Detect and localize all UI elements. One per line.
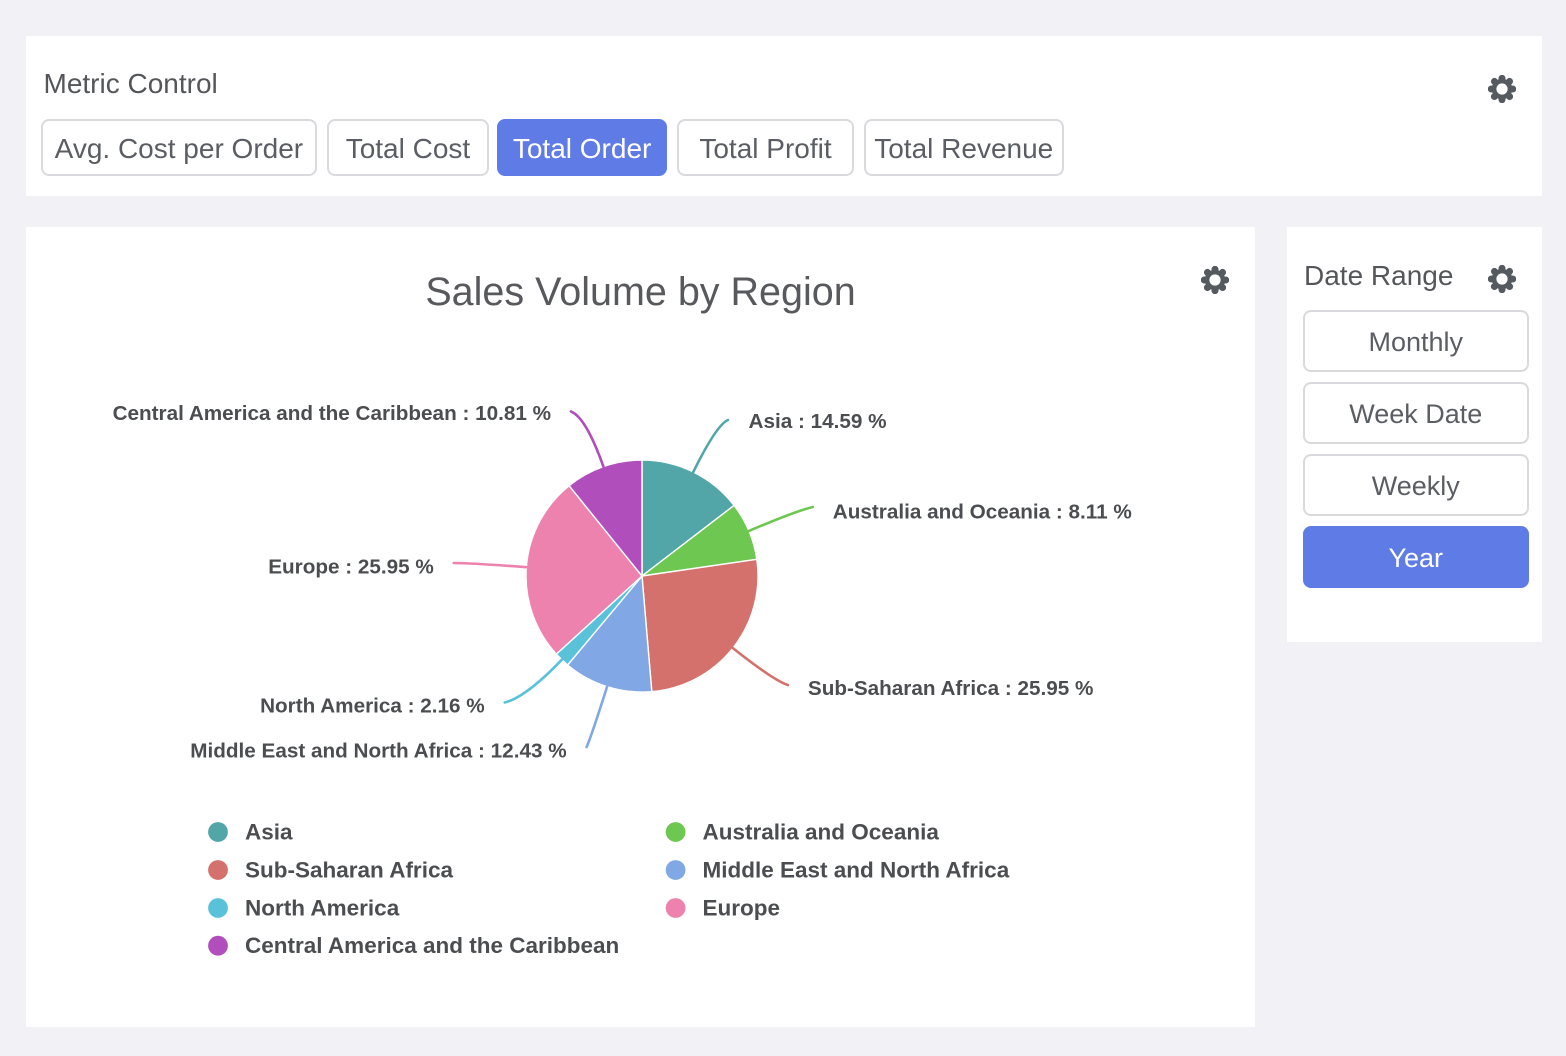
svg-text:Central America and the Caribb: Central America and the Caribbean (245, 933, 619, 958)
svg-text:Central America and the Caribb: Central America and the Caribbean : 10.8… (113, 402, 551, 425)
svg-text:Australia and Oceania : 8.11 %: Australia and Oceania : 8.11 % (833, 500, 1132, 523)
svg-text:North America: North America (245, 896, 400, 921)
svg-text:Sales Volume by Region: Sales Volume by Region (425, 270, 855, 314)
svg-text:Sub-Saharan Africa: Sub-Saharan Africa (245, 858, 453, 883)
svg-text:Europe: Europe (703, 896, 781, 921)
svg-text:North America : 2.16 %: North America : 2.16 % (260, 694, 485, 717)
svg-text:Asia: Asia (245, 820, 293, 845)
svg-text:Middle East and North Africa :: Middle East and North Africa : 12.43 % (190, 739, 566, 762)
svg-text:Asia : 14.59 %: Asia : 14.59 % (749, 410, 887, 433)
svg-text:Middle East and North Africa: Middle East and North Africa (703, 858, 1010, 883)
svg-text:Sub-Saharan Africa : 25.95 %: Sub-Saharan Africa : 25.95 % (808, 677, 1094, 700)
svg-text:Europe : 25.95 %: Europe : 25.95 % (268, 556, 434, 579)
svg-text:Australia and Oceania: Australia and Oceania (703, 820, 940, 845)
